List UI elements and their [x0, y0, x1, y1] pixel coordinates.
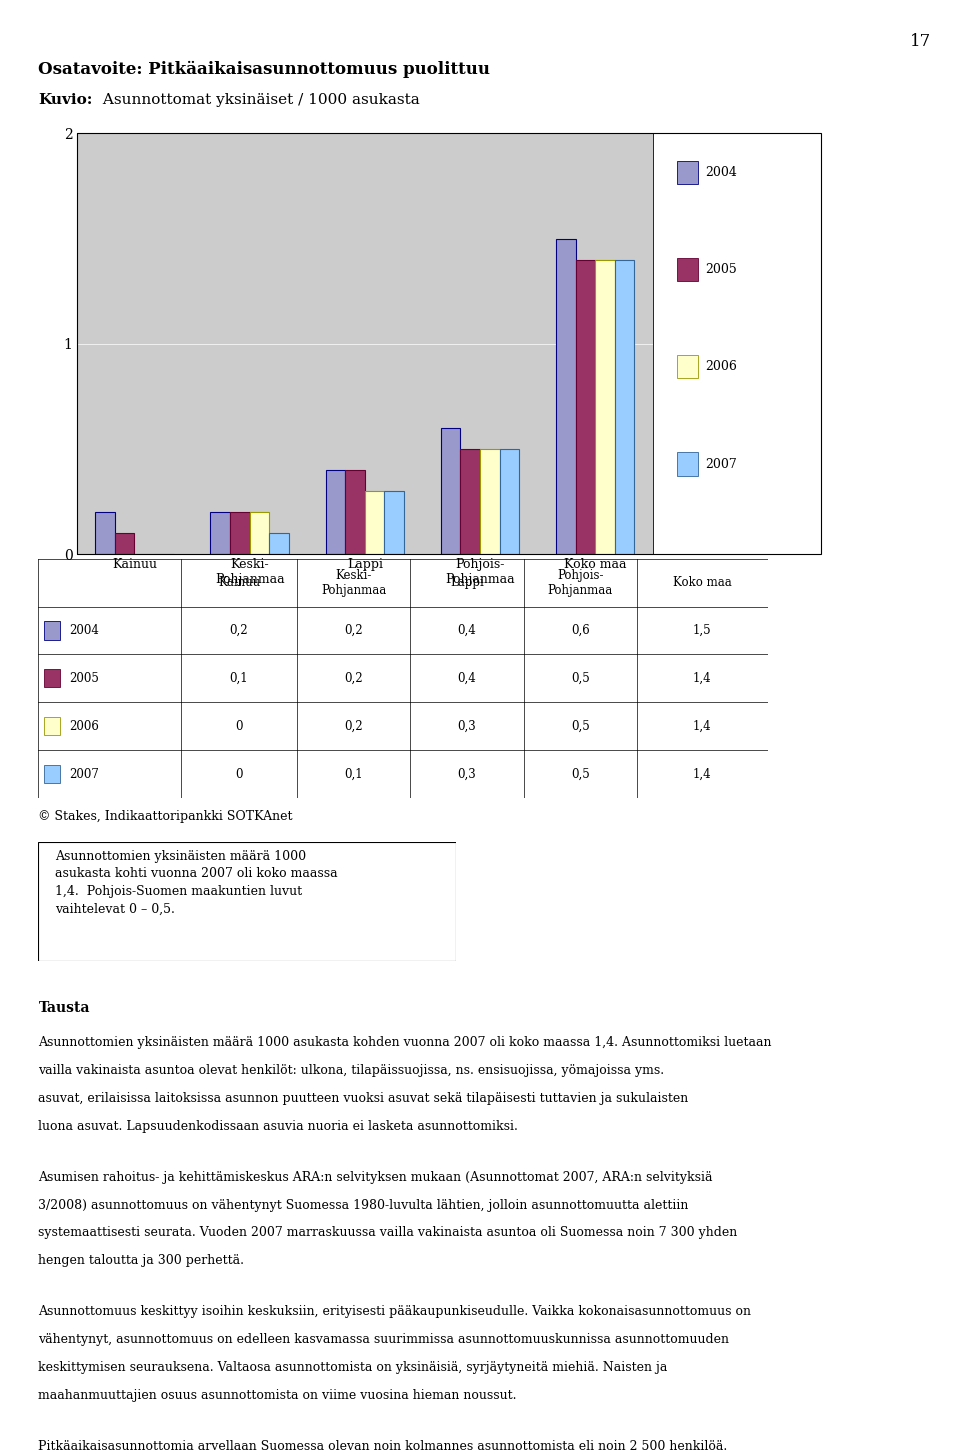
Bar [250, 512, 269, 554]
Bar [44, 765, 60, 784]
Bar [556, 239, 576, 554]
Text: Osatavoite: Pitkäaikaisasunnottomuus puolittuu: Osatavoite: Pitkäaikaisasunnottomuus puo… [38, 61, 491, 78]
Text: © Stakes, Indikaattoripankki SOTKAnet: © Stakes, Indikaattoripankki SOTKAnet [38, 810, 293, 823]
Text: 0,4: 0,4 [458, 672, 476, 685]
Bar [230, 512, 250, 554]
Bar [576, 260, 595, 554]
Text: 2007: 2007 [706, 457, 737, 470]
Bar [44, 621, 60, 640]
Bar [115, 534, 134, 554]
Bar [461, 450, 480, 554]
Text: Pohjois-
Pohjanmaa: Pohjois- Pohjanmaa [547, 569, 612, 596]
Text: asuvat, erilaisissa laitoksissa asunnon puutteen vuoksi asuvat sekä tilapäisesti: asuvat, erilaisissa laitoksissa asunnon … [38, 1091, 688, 1104]
Text: 1,5: 1,5 [693, 624, 711, 637]
Text: 0,3: 0,3 [458, 768, 476, 781]
Text: 2006: 2006 [69, 720, 99, 733]
Text: 2004: 2004 [706, 165, 737, 178]
Text: 0,2: 0,2 [345, 672, 363, 685]
Text: Tausta: Tausta [38, 1001, 90, 1016]
Text: Koko maa: Koko maa [673, 576, 732, 589]
Text: Asunnottomien yksinäisten määrä 1000
asukasta kohti vuonna 2007 oli koko maassa
: Asunnottomien yksinäisten määrä 1000 asu… [55, 850, 338, 916]
Text: Kuvio:: Kuvio: [38, 93, 93, 107]
Bar [480, 450, 499, 554]
Text: 0,1: 0,1 [345, 768, 363, 781]
Text: 0,2: 0,2 [345, 624, 363, 637]
Bar [44, 669, 60, 688]
Text: 0,5: 0,5 [571, 768, 589, 781]
Text: vailla vakinaista asuntoa olevat henkilöt: ulkona, tilapäissuojissa, ns. ensisuo: vailla vakinaista asuntoa olevat henkilö… [38, 1064, 664, 1077]
Text: 2004: 2004 [69, 624, 99, 637]
Text: Lappi: Lappi [450, 576, 484, 589]
Text: Asumisen rahoitus- ja kehittämiskeskus ARA:n selvityksen mukaan (Asunnottomat 20: Asumisen rahoitus- ja kehittämiskeskus A… [38, 1171, 713, 1184]
Text: 17: 17 [910, 33, 931, 51]
Text: 2006: 2006 [706, 360, 737, 373]
Bar [614, 260, 635, 554]
Bar [210, 512, 230, 554]
Bar [325, 470, 346, 554]
Bar [346, 470, 365, 554]
Text: maahanmuuttajien osuus asunnottomista on viime vuosina hieman noussut.: maahanmuuttajien osuus asunnottomista on… [38, 1389, 516, 1402]
Text: 0,4: 0,4 [458, 624, 476, 637]
Text: 0,1: 0,1 [229, 672, 249, 685]
Text: hengen taloutta ja 300 perhettä.: hengen taloutta ja 300 perhettä. [38, 1254, 245, 1267]
Bar [499, 450, 519, 554]
Text: 1,4: 1,4 [693, 720, 711, 733]
Bar [441, 428, 461, 554]
Text: 0: 0 [235, 768, 243, 781]
Text: Asunnottomien yksinäisten määrä 1000 asukasta kohden vuonna 2007 oli koko maassa: Asunnottomien yksinäisten määrä 1000 asu… [38, 1036, 772, 1049]
Text: 0,3: 0,3 [458, 720, 476, 733]
Text: 0,2: 0,2 [345, 720, 363, 733]
Text: 0,5: 0,5 [571, 672, 589, 685]
Text: 1,4: 1,4 [693, 768, 711, 781]
Text: keskittymisen seurauksena. Valtaosa asunnottomista on yksinäisiä, syrjäytyneitä : keskittymisen seurauksena. Valtaosa asun… [38, 1361, 668, 1374]
Text: 0,6: 0,6 [571, 624, 589, 637]
Text: 2005: 2005 [69, 672, 99, 685]
Text: 1,4: 1,4 [693, 672, 711, 685]
Text: Pitkäaikaisasunnottomia arvellaan Suomessa olevan noin kolmannes asunnottomista : Pitkäaikaisasunnottomia arvellaan Suomes… [38, 1439, 728, 1451]
Text: vähentynyt, asunnottomuus on edelleen kasvamassa suurimmissa asunnottomuuskunnis: vähentynyt, asunnottomuus on edelleen ka… [38, 1333, 730, 1347]
Text: 0: 0 [235, 720, 243, 733]
Text: 0,5: 0,5 [571, 720, 589, 733]
Bar [595, 260, 614, 554]
Text: Asunnottomat yksinäiset / 1000 asukasta: Asunnottomat yksinäiset / 1000 asukasta [98, 93, 420, 107]
Bar [365, 492, 384, 554]
Text: 3/2008) asunnottomuus on vähentynyt Suomessa 1980-luvulta lähtien, jolloin asunn: 3/2008) asunnottomuus on vähentynyt Suom… [38, 1199, 688, 1212]
Text: luona asuvat. Lapsuudenkodissaan asuvia nuoria ei lasketa asunnottomiksi.: luona asuvat. Lapsuudenkodissaan asuvia … [38, 1120, 518, 1133]
Text: systemaattisesti seurata. Vuoden 2007 marraskuussa vailla vakinaista asuntoa oli: systemaattisesti seurata. Vuoden 2007 ma… [38, 1226, 737, 1239]
Text: Kainuu: Kainuu [218, 576, 260, 589]
Bar [95, 512, 115, 554]
Text: Asunnottomuus keskittyy isoihin keskuksiin, erityisesti pääkaupunkiseudulle. Vai: Asunnottomuus keskittyy isoihin keskuksi… [38, 1306, 752, 1319]
Text: Keski-
Pohjanmaa: Keski- Pohjanmaa [322, 569, 387, 596]
Bar [44, 717, 60, 736]
Bar [384, 492, 404, 554]
Text: 2005: 2005 [706, 263, 737, 276]
Text: 2007: 2007 [69, 768, 99, 781]
Text: 0,2: 0,2 [229, 624, 249, 637]
Bar [269, 534, 289, 554]
